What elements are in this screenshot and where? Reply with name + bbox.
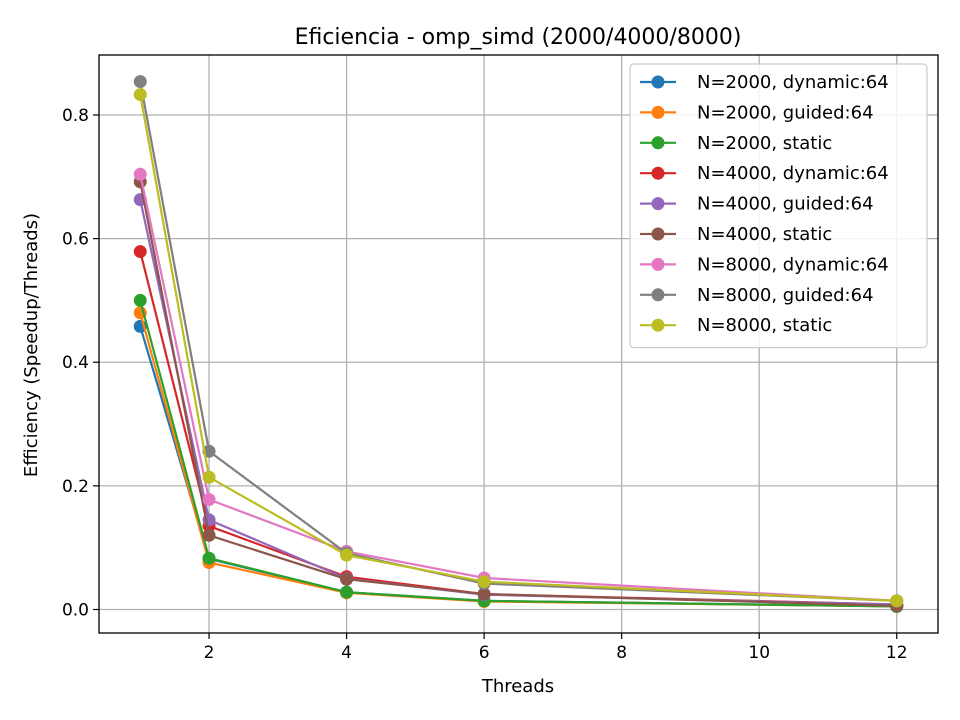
data-point: [340, 572, 354, 586]
data-point: [202, 528, 216, 542]
legend-item: N=2000, dynamic:64: [640, 72, 889, 93]
data-point: [133, 75, 147, 89]
data-point: [133, 88, 147, 102]
legend-item: N=8000, guided:64: [640, 285, 874, 306]
legend-item: N=4000, guided:64: [640, 194, 874, 215]
x-tick-label: 8: [616, 643, 627, 663]
data-point: [202, 470, 216, 484]
legend: N=2000, dynamic:64 N=2000, guided:64 N=200…: [629, 63, 928, 349]
legend-marker: [651, 166, 665, 180]
legend-label: N=8000, guided:64: [697, 285, 874, 306]
x-tick-label: 10: [748, 643, 770, 663]
legend-label: N=2000, guided:64: [697, 102, 874, 123]
data-point: [202, 492, 216, 506]
legend-label: N=2000, static: [697, 133, 832, 154]
x-tick-label: 12: [886, 643, 908, 663]
data-point: [340, 585, 354, 599]
data-point: [340, 548, 354, 562]
legend-label: N=2000, dynamic:64: [697, 72, 889, 93]
legend-marker: [651, 197, 665, 211]
legend-label: N=4000, guided:64: [697, 194, 874, 215]
data-point: [133, 245, 147, 259]
data-point: [133, 293, 147, 307]
chart-title: Eficiencia - omp_simd (2000/4000/8000): [295, 25, 742, 50]
x-tick-label: 2: [204, 643, 215, 663]
data-point: [477, 575, 491, 589]
legend-marker: [651, 75, 665, 89]
y-tick-label: 0.8: [62, 106, 89, 126]
x-tick-label: 4: [341, 643, 352, 663]
legend-label: N=8000, static: [697, 315, 832, 336]
plot-frame: [98, 54, 939, 634]
legend-marker: [651, 288, 665, 302]
y-tick-label: 0.0: [62, 601, 89, 621]
y-tick-label: 0.6: [62, 230, 89, 250]
legend-item: N=4000, static: [640, 224, 832, 245]
series-layer: [133, 75, 904, 613]
x-tick-label: 6: [479, 643, 490, 663]
series-9: [133, 88, 904, 608]
data-point: [202, 551, 216, 565]
legend-marker: [651, 136, 665, 150]
data-point: [890, 594, 904, 608]
legend-item: N=2000, static: [640, 133, 832, 154]
legend-marker: [651, 227, 665, 241]
legend-label: N=4000, dynamic:64: [697, 163, 889, 184]
legend-item: N=8000, dynamic:64: [640, 254, 889, 275]
y-tick-label: 0.2: [62, 477, 89, 497]
legend-item: N=4000, dynamic:64: [640, 163, 889, 184]
data-point: [477, 587, 491, 601]
axes: 2 4 6 8 10 12 0.0 0.2 0.4 0.6 0.8: [62, 54, 939, 663]
x-axis-label: Threads: [481, 676, 554, 697]
y-axis-label: Efficiency (Speedup/Threads): [21, 213, 42, 477]
legend-marker: [651, 105, 665, 119]
y-tick-label: 0.4: [62, 353, 89, 373]
legend-label: N=4000, static: [697, 224, 832, 245]
legend-item: N=2000, guided:64: [640, 102, 874, 123]
legend-marker: [651, 318, 665, 332]
data-point: [133, 167, 147, 181]
legend-item: N=8000, static: [640, 315, 832, 336]
legend-box: [629, 63, 928, 349]
legend-marker: [651, 257, 665, 271]
legend-label: N=8000, dynamic:64: [697, 254, 889, 275]
